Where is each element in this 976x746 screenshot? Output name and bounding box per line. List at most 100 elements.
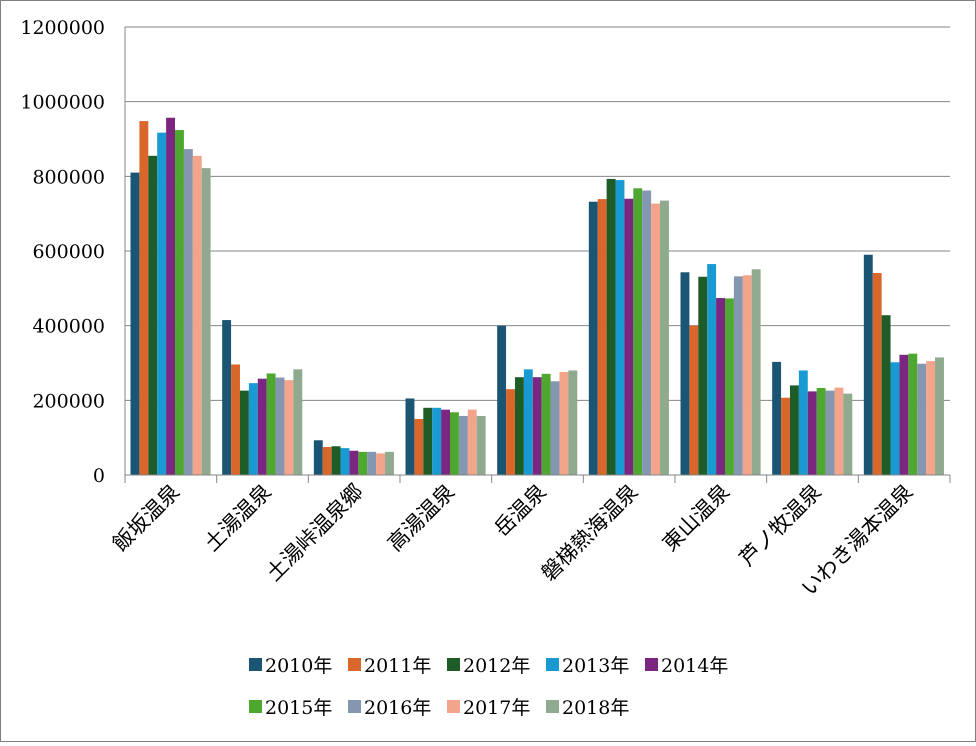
bar [349,450,359,475]
bar [834,387,844,475]
bar [606,178,616,476]
bar [385,451,394,475]
bar [550,381,560,475]
bar [248,383,258,475]
legend-label: 2012年 [463,655,530,677]
bar [624,198,634,475]
legend-swatch [348,700,361,713]
legend-swatch [546,700,559,713]
bar [781,397,790,475]
legend-swatch [447,658,460,671]
bar [358,451,368,475]
bar [192,155,202,476]
bar [825,390,835,475]
bar [843,393,853,475]
y-tick-label: 200000 [32,390,105,412]
bar [166,117,175,475]
bar [331,446,341,475]
bar [863,254,873,475]
bar [523,369,533,475]
y-tick-label: 1000000 [20,92,105,114]
bar [651,203,661,475]
bar [239,390,249,475]
bar [751,269,761,475]
x-category-label: 土湯温泉 [200,480,276,556]
bar [497,325,507,475]
y-tick-label: 0 [93,465,105,487]
bar [716,298,725,475]
y-tick-label: 600000 [32,241,105,263]
legend-label: 2016年 [364,697,431,719]
legend-label: 2017年 [463,697,530,719]
bar [872,273,882,475]
bar [340,448,350,475]
legend-swatch [348,658,361,671]
bar [157,132,167,476]
bar [642,190,652,475]
legend-label: 2018年 [562,697,629,719]
x-category-label: 岳温泉 [490,480,552,542]
bar [414,419,424,475]
bar [441,409,450,475]
x-category-label: 磐梯熱海温泉 [537,480,643,586]
bar [789,385,799,475]
legend-label: 2011年 [364,655,431,677]
x-category-label: 高湯温泉 [383,480,459,556]
bar [917,363,927,475]
bar [588,201,598,475]
bar [568,370,578,475]
legend-label: 2010年 [265,655,332,677]
x-category-label: 土湯峠温泉郷 [262,480,368,586]
bar [742,275,752,475]
bar [432,407,442,475]
bar [293,369,303,475]
bar [183,149,193,475]
bar [680,272,690,475]
legend-swatch [249,700,262,713]
bar [926,361,936,475]
bar [450,412,459,475]
legend-label: 2015年 [265,697,332,719]
bar [313,440,323,475]
x-category-label: 東山温泉 [658,480,734,556]
bar [130,172,140,475]
bar [597,199,607,475]
bar [890,362,900,475]
bar [367,451,377,475]
bar [257,378,267,475]
bar [899,354,909,475]
legend-swatch [546,658,559,671]
bar [733,276,743,475]
legend-label: 2013年 [562,655,629,677]
bar [615,180,625,476]
bar [559,371,569,475]
bar [175,130,184,476]
x-category-label: 芦ノ牧温泉 [735,480,826,571]
bar [541,373,551,475]
bar [816,388,826,475]
x-category-label: 飯坂温泉 [108,480,184,556]
bar [935,357,944,475]
bar [725,298,734,475]
bar [467,409,477,475]
bar [275,377,285,475]
bar [908,353,918,475]
bar [698,276,708,475]
bar [376,453,386,475]
bar [881,315,891,475]
legend-swatch [447,700,460,713]
bar [798,370,808,475]
bar [707,264,717,475]
y-tick-label: 400000 [32,316,105,338]
legend-swatch [249,658,262,671]
bar [772,361,782,475]
bar [476,416,486,475]
bar [633,188,643,475]
bar [458,416,468,475]
bar [514,377,524,475]
bar [148,155,158,476]
legend-swatch [645,658,658,671]
bar [660,200,669,475]
